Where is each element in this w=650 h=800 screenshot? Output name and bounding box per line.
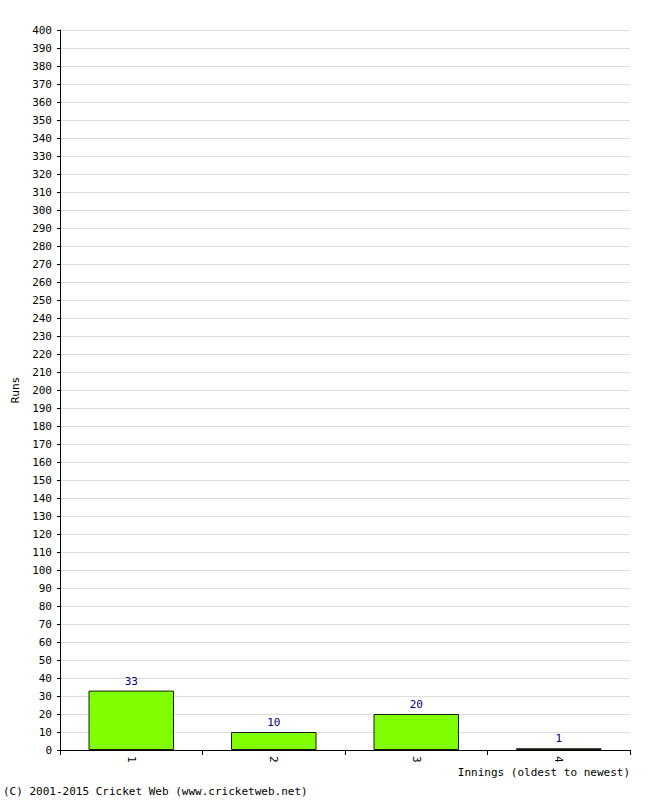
- svg-text:10: 10: [39, 726, 52, 739]
- svg-text:340: 340: [32, 132, 52, 145]
- svg-text:230: 230: [32, 330, 52, 343]
- svg-text:280: 280: [32, 240, 52, 253]
- svg-text:60: 60: [39, 636, 52, 649]
- svg-text:80: 80: [39, 600, 52, 613]
- svg-text:1: 1: [555, 732, 562, 745]
- svg-text:190: 190: [32, 402, 52, 415]
- svg-text:380: 380: [32, 60, 52, 73]
- svg-text:160: 160: [32, 456, 52, 469]
- svg-text:290: 290: [32, 222, 52, 235]
- svg-text:400: 400: [32, 24, 52, 37]
- svg-text:Innings (oldest to newest): Innings (oldest to newest): [458, 766, 630, 779]
- svg-text:100: 100: [32, 564, 52, 577]
- svg-text:40: 40: [39, 672, 52, 685]
- svg-text:220: 220: [32, 348, 52, 361]
- svg-text:10: 10: [267, 716, 280, 729]
- svg-text:90: 90: [39, 582, 52, 595]
- svg-text:3: 3: [410, 756, 423, 763]
- svg-text:360: 360: [32, 96, 52, 109]
- svg-text:33: 33: [125, 675, 138, 688]
- svg-text:320: 320: [32, 168, 52, 181]
- svg-text:130: 130: [32, 510, 52, 523]
- svg-text:70: 70: [39, 618, 52, 631]
- svg-text:210: 210: [32, 366, 52, 379]
- svg-text:4: 4: [552, 756, 565, 763]
- svg-text:110: 110: [32, 546, 52, 559]
- svg-text:180: 180: [32, 420, 52, 433]
- svg-text:Runs: Runs: [9, 377, 22, 404]
- svg-text:170: 170: [32, 438, 52, 451]
- svg-text:200: 200: [32, 384, 52, 397]
- svg-text:2: 2: [267, 756, 280, 763]
- svg-text:250: 250: [32, 294, 52, 307]
- svg-text:330: 330: [32, 150, 52, 163]
- svg-text:1: 1: [125, 756, 138, 763]
- svg-text:240: 240: [32, 312, 52, 325]
- svg-text:120: 120: [32, 528, 52, 541]
- svg-text:20: 20: [410, 698, 423, 711]
- svg-text:260: 260: [32, 276, 52, 289]
- svg-text:20: 20: [39, 708, 52, 721]
- svg-text:50: 50: [39, 654, 52, 667]
- svg-text:390: 390: [32, 42, 52, 55]
- svg-text:(C) 2001-2015 Cricket Web (www: (C) 2001-2015 Cricket Web (www.cricketwe…: [3, 785, 308, 798]
- svg-text:270: 270: [32, 258, 52, 271]
- svg-text:310: 310: [32, 186, 52, 199]
- svg-text:300: 300: [32, 204, 52, 217]
- svg-text:150: 150: [32, 474, 52, 487]
- svg-text:370: 370: [32, 78, 52, 91]
- svg-text:350: 350: [32, 114, 52, 127]
- svg-text:0: 0: [45, 744, 52, 757]
- svg-text:30: 30: [39, 690, 52, 703]
- svg-text:140: 140: [32, 492, 52, 505]
